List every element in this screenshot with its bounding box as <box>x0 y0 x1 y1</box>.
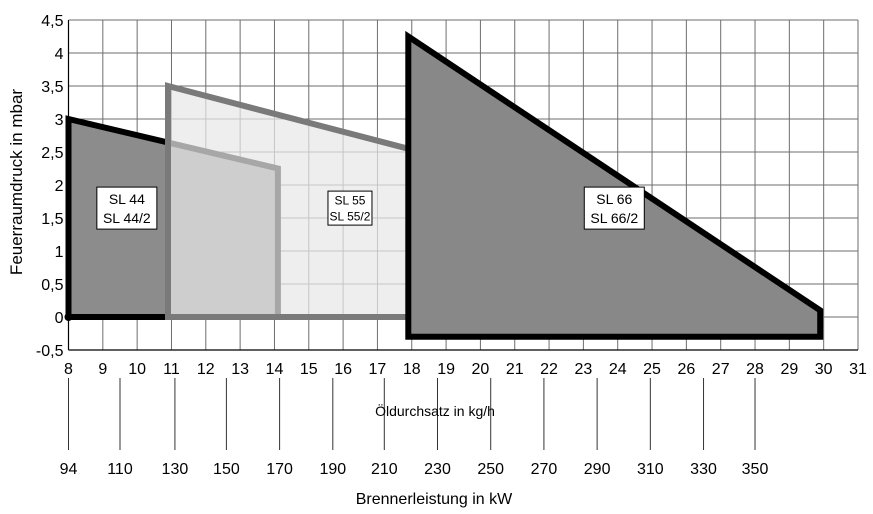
x-tick-label: 27 <box>712 361 730 378</box>
x-tick-label: 31 <box>849 361 867 378</box>
x-tick-label: 12 <box>197 361 215 378</box>
series-label-box <box>583 186 645 230</box>
y-tick-label: 4 <box>55 46 64 63</box>
x-tick-label: 24 <box>609 361 627 378</box>
kw-tick-label: 270 <box>531 461 558 478</box>
series-label-text: SL 55/2 <box>330 209 371 223</box>
y-tick-label: 0 <box>55 310 64 327</box>
kw-tick-label: 110 <box>107 461 133 478</box>
kw-tick-label: 170 <box>266 461 293 478</box>
x-tick-label: 10 <box>128 361 146 378</box>
y-tick-label: 2,5 <box>41 145 63 162</box>
y-tick-label: 3 <box>55 112 64 129</box>
x-tick-label: 26 <box>677 361 695 378</box>
kw-tick-label: 150 <box>213 461 240 478</box>
series-label-text: SL 44 <box>109 191 145 207</box>
series-label-text: SL 66/2 <box>590 210 638 226</box>
x-tick-label: 29 <box>780 361 798 378</box>
x-tick-label: 9 <box>98 361 107 378</box>
axis-ticks: -0,5 0 0,5 1 1,5 2 2,5 3 3,5 4 4,5 8 9 10 11 12 13 14 15 16… <box>36 13 867 478</box>
series-label-box <box>327 190 373 226</box>
x-tick-label: 18 <box>403 361 421 378</box>
kw-tick-label: 230 <box>424 461 451 478</box>
series-label-text: SL 55 <box>335 194 366 208</box>
series-label-box <box>96 186 158 230</box>
kw-tick-label: 94 <box>60 461 78 478</box>
x-tick-label: 28 <box>746 361 764 378</box>
origin-dot <box>64 313 73 321</box>
y-tick-label: 3,5 <box>41 79 63 96</box>
x-tick-label: 8 <box>64 361 73 378</box>
x-tick-label: 16 <box>334 361 352 378</box>
x-tick-label: 19 <box>437 361 455 378</box>
x-tick-label: 13 <box>231 361 249 378</box>
kw-tick-label: 310 <box>637 461 664 478</box>
x-tick-label: 23 <box>574 361 592 378</box>
y-axis-label: Feuerraumdruck in mbar <box>7 89 26 275</box>
series-label-text: SL 66 <box>596 191 632 207</box>
y-tick-label: -0,5 <box>36 343 64 360</box>
y-tick-label: 1,5 <box>41 211 63 228</box>
kw-tick-label: 190 <box>319 461 346 478</box>
y-tick-label: 1 <box>55 244 64 261</box>
x-tick-label: 15 <box>300 361 318 378</box>
series-areas <box>64 30 824 340</box>
kw-tick-label: 210 <box>371 461 398 478</box>
y-tick-label: 4,5 <box>41 13 63 30</box>
kw-tick-label: 130 <box>162 461 189 478</box>
kw-tick-label: 290 <box>584 461 611 478</box>
series-label-text: SL 44/2 <box>103 210 151 226</box>
x-tick-label: 30 <box>815 361 833 378</box>
y-tick-label: 2 <box>55 178 64 195</box>
x-tick-label: 25 <box>643 361 661 378</box>
x-axis-label: Öldurchsatz in kg/h <box>375 402 495 419</box>
y-tick-label: 0,5 <box>41 277 63 294</box>
x-tick-label: 22 <box>540 361 558 378</box>
x-tick-label: 20 <box>472 361 490 378</box>
kw-tick-label: 350 <box>742 461 769 478</box>
kw-axis-label: Brennerleistung in kW <box>356 491 513 508</box>
x-tick-label: 11 <box>163 361 180 378</box>
kw-tick-label: 250 <box>477 461 504 478</box>
kw-tick-label: 330 <box>690 461 717 478</box>
x-tick-label: 14 <box>266 361 284 378</box>
x-tick-label: 21 <box>506 361 524 378</box>
x-tick-label: 17 <box>369 361 387 378</box>
